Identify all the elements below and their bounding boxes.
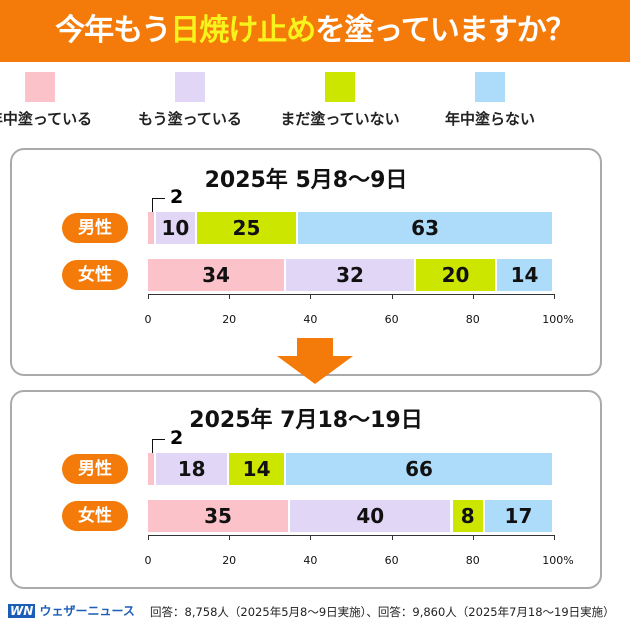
x-tick-label: 20 [222, 313, 237, 326]
x-tick-label: 80 [465, 554, 480, 567]
legend-swatch [175, 72, 205, 102]
x-tick [229, 294, 231, 299]
page-title: 今年もう日焼け止めを塗っていますか？ [0, 0, 630, 62]
x-tick-label: 20 [222, 554, 237, 567]
bar-segment: 66 [286, 453, 554, 485]
gender-label: 女性 [62, 501, 128, 531]
x-tick [310, 294, 312, 299]
chart-title: 2025年 5月8〜9日 [204, 168, 408, 193]
bar-segment: 35 [148, 500, 291, 532]
gender-label: 女性 [62, 260, 128, 290]
gender-label: 男性 [62, 454, 128, 484]
legend-swatch [325, 72, 355, 102]
x-tick-label: 60 [384, 313, 399, 326]
x-tick-label: 60 [384, 554, 399, 567]
bar-segment: 8 [452, 500, 485, 532]
bar-segment: 63 [298, 212, 554, 244]
x-tick [472, 294, 474, 299]
x-tick-label: 40 [303, 554, 318, 567]
wn-logo-icon: WN [8, 604, 36, 618]
brand-logo: WN ウェザーニュース [8, 602, 135, 619]
chart-panel-july: 2025年 7月18〜19日 [10, 390, 602, 589]
x-tick [554, 294, 555, 299]
legend-swatch [475, 72, 505, 102]
title-highlight: 日焼け止め [170, 13, 316, 48]
x-tick-label: 80 [465, 313, 480, 326]
title-text: 今年もう [55, 13, 171, 48]
data-label-callout: 2 [170, 186, 184, 208]
legend-item: まだ塗っていない [265, 72, 415, 129]
bar-segment: 40 [290, 500, 453, 532]
x-tick [391, 294, 393, 299]
legend-label: まだ塗っていない [280, 110, 400, 128]
callout-line [152, 198, 166, 213]
x-tick-label: 0 [144, 313, 152, 326]
x-tick-label: 0 [144, 554, 152, 567]
bar-segment: 32 [286, 259, 416, 291]
legend-label: 年中塗っている [0, 110, 93, 128]
x-tick [148, 535, 149, 540]
bar-segment: 17 [484, 500, 554, 532]
gender-label: 男性 [62, 213, 128, 243]
title-text-end: を塗っていますか？ [315, 13, 575, 48]
x-tick-label: 100% [542, 554, 574, 567]
legend-item: 年中塗らない [415, 72, 565, 129]
bar-segment: 14 [497, 259, 554, 291]
legend-swatch [25, 72, 55, 102]
bar-segment: 14 [229, 453, 287, 485]
chart-title: 2025年 7月18〜19日 [189, 408, 423, 433]
bar-segment: 34 [148, 259, 287, 291]
legend-label: 年中塗らない [444, 110, 535, 128]
bar-segment [148, 212, 157, 244]
x-tick [148, 294, 149, 299]
legend-item: 年中塗っている [0, 72, 115, 129]
legend-label: もう塗っている [138, 110, 242, 128]
brand-name: ウェザーニュース [39, 604, 135, 618]
x-tick [472, 535, 474, 540]
x-tick [229, 535, 231, 540]
callout-line [152, 439, 166, 454]
x-tick [391, 535, 393, 540]
bar-segment: 10 [156, 212, 197, 244]
legend-item: もう塗っている [115, 72, 265, 129]
x-tick-label: 40 [303, 313, 318, 326]
bar-segment: 20 [415, 259, 498, 291]
bar-segment: 25 [196, 212, 299, 244]
footer-note: 回答：8,758人（2025年5月8〜9日実施）、回答：9,860人（2025年… [150, 605, 615, 619]
data-label-callout: 2 [170, 427, 184, 449]
bar-segment: 18 [156, 453, 230, 485]
x-axis [148, 535, 554, 536]
x-tick-label: 100% [542, 313, 574, 326]
bar-segment [148, 453, 157, 485]
x-tick [310, 535, 312, 540]
x-axis [148, 294, 554, 295]
x-tick [554, 535, 555, 540]
arrow-down-icon [277, 338, 353, 384]
